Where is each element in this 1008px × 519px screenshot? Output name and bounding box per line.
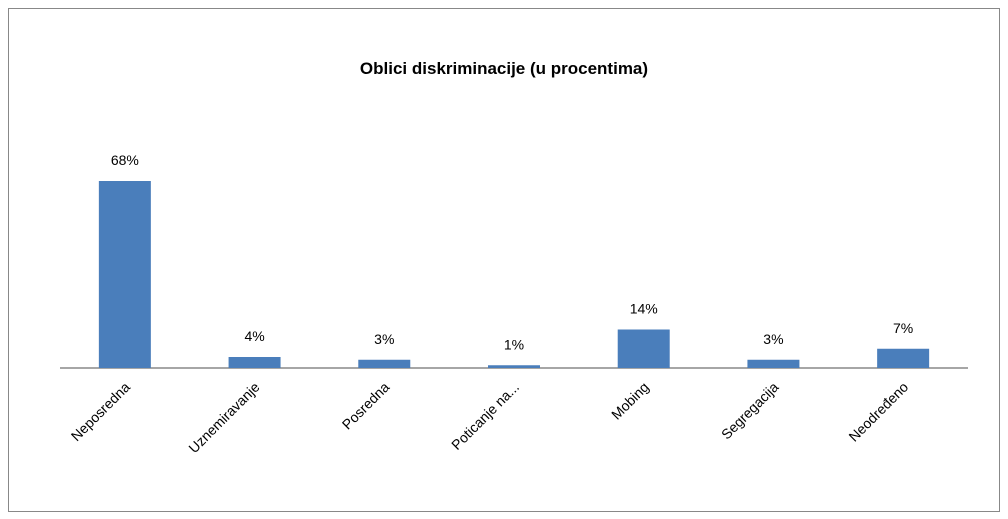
value-label: 4% (244, 328, 264, 344)
value-label: 3% (763, 331, 783, 347)
bar (98, 181, 151, 368)
chart-title: Oblici diskriminacije (u procentima) (360, 59, 648, 78)
bar (617, 329, 670, 368)
value-label: 68% (111, 152, 139, 168)
value-label: 3% (374, 331, 394, 347)
bar (747, 359, 800, 368)
chart-border (8, 8, 1000, 512)
bar (228, 357, 281, 368)
value-label: 7% (893, 320, 913, 336)
value-label: 14% (630, 301, 658, 317)
bar (877, 348, 930, 368)
value-label: 1% (504, 336, 524, 352)
bar (488, 365, 540, 368)
bar (358, 359, 411, 368)
